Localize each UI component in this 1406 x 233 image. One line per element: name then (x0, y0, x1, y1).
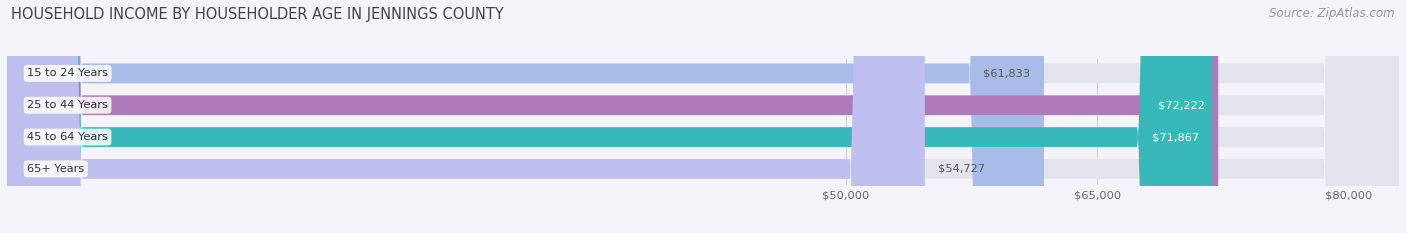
FancyBboxPatch shape (7, 0, 1045, 233)
FancyBboxPatch shape (7, 0, 925, 233)
FancyBboxPatch shape (7, 0, 1218, 233)
Text: 65+ Years: 65+ Years (27, 164, 84, 174)
Text: $72,222: $72,222 (1159, 100, 1205, 110)
FancyBboxPatch shape (7, 0, 1399, 233)
Text: $54,727: $54,727 (938, 164, 986, 174)
Text: $61,833: $61,833 (983, 69, 1031, 79)
FancyBboxPatch shape (7, 0, 1399, 233)
FancyBboxPatch shape (7, 0, 1399, 233)
Text: HOUSEHOLD INCOME BY HOUSEHOLDER AGE IN JENNINGS COUNTY: HOUSEHOLD INCOME BY HOUSEHOLDER AGE IN J… (11, 7, 503, 22)
FancyBboxPatch shape (7, 0, 1212, 233)
Text: $71,867: $71,867 (1152, 132, 1199, 142)
Text: 25 to 44 Years: 25 to 44 Years (27, 100, 108, 110)
Text: 45 to 64 Years: 45 to 64 Years (27, 132, 108, 142)
Text: 15 to 24 Years: 15 to 24 Years (27, 69, 108, 79)
FancyBboxPatch shape (7, 0, 1399, 233)
Text: Source: ZipAtlas.com: Source: ZipAtlas.com (1270, 7, 1395, 20)
